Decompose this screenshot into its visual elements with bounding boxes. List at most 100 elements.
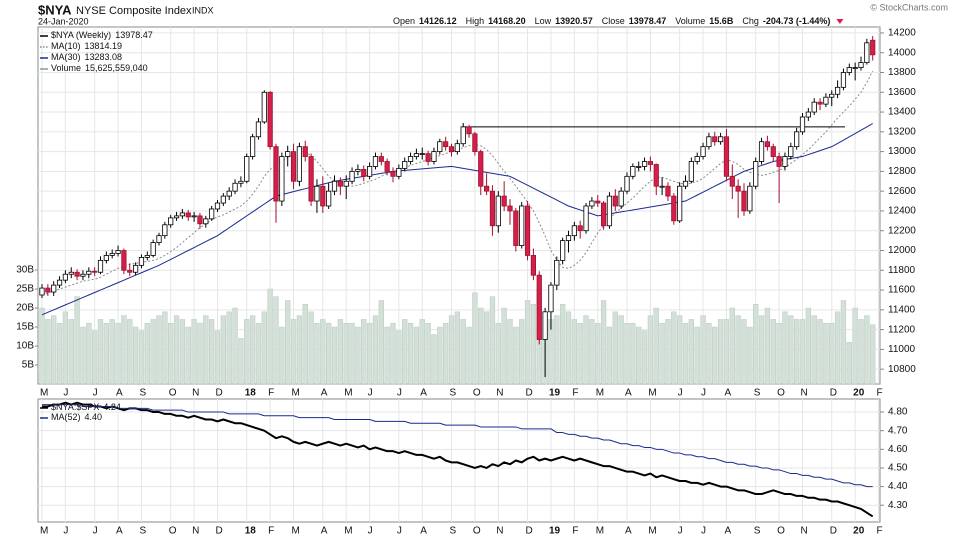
legend-text: $NYA:$SPX [51,402,99,412]
volume-bar [448,315,455,385]
legend-entry: MA(30) 13283.08 [51,52,122,62]
volume-bar [220,315,226,385]
x-tick-label: O [473,526,481,537]
volume-bar [782,311,788,385]
candle-body [653,164,659,187]
volume-bar [232,307,238,385]
volume-bar [185,326,191,385]
quote-value: 13920.57 [555,16,593,26]
candle-body [390,170,396,177]
candle-body [595,200,601,204]
candle-body [156,235,162,243]
volume-bar [460,319,466,385]
x-tick-label: M [40,526,48,537]
plot-frame [37,398,881,523]
volume-bar [466,326,472,385]
x-tick-label: N [801,388,808,399]
candle-body [495,195,501,227]
candle-body [127,269,133,273]
volume-bar [279,326,285,385]
x-tick-label: M [648,526,656,537]
candle-body [776,156,782,167]
candle-body [86,270,92,275]
volume-bar [577,322,583,385]
x-tick-label: A [625,526,632,537]
candle-body [770,146,776,157]
quote: Open 14126.12 High 14168.20 Low 13920.57 Close… [393,16,830,26]
x-tick-label: S [450,526,457,537]
quote-value: 14168.20 [488,16,526,26]
candle-body [56,279,63,286]
candle-body [173,215,180,219]
candle-body [331,180,338,192]
volume-bar [624,322,630,385]
volume-bar [472,292,478,385]
candle-body [326,190,332,207]
x-tick-label: M [596,388,604,399]
volume-bar [700,315,706,385]
candle-body [747,185,753,212]
candle-body [51,284,57,293]
volume-bar [612,311,618,385]
date: 24-Jan-2020 [38,16,89,26]
volume-bar [127,319,133,385]
volume-bar [349,322,355,385]
candle-body [671,195,677,222]
candle-body [782,156,788,167]
x-tick-label: O [169,526,177,537]
volume-bar [595,322,601,385]
candle-body [191,215,197,218]
candle-body [132,264,139,273]
volume-bar [530,303,537,385]
candle-body [150,242,156,256]
volume-bar [168,322,174,385]
candle-body [413,153,420,157]
candle-body [817,101,823,105]
y-tick-label: 4.30 [888,500,908,511]
candle-body [74,271,80,277]
volume-bar [483,311,490,385]
candle-body [279,156,285,202]
quote-value: 15.6B [709,16,734,26]
volume-bar [314,322,320,385]
volume-bar [361,319,367,385]
candle-body [302,146,308,157]
volume-bar [454,311,461,385]
candle-body [794,131,800,148]
candle-body [641,161,648,167]
candle-body [618,190,624,207]
volume-bar [209,319,215,385]
candle-body [68,271,74,275]
legend-text: 13978.47 [115,30,153,40]
candle-body [115,250,121,254]
legend-entry: $NYA (Weekly) 13978.47 [51,30,153,40]
x-tick-label: N [496,388,503,399]
candle-body [109,253,115,256]
volume-bar [337,319,344,385]
x-tick-label: J [678,526,683,537]
volume-bar [478,307,484,385]
candle-body [366,166,373,177]
candle-body [472,133,478,153]
x-tick-label: J [93,526,98,537]
candle-body [185,212,191,218]
candle-body [589,200,595,207]
candle-body [355,169,361,172]
candle-body [659,185,665,188]
candle-body [407,156,414,162]
quote-label: Volume [675,16,705,26]
volume-tick-label: 20B [16,303,34,314]
x-tick-label: J [368,526,373,537]
y-tick-label: 11600 [888,285,916,296]
x-tick-label: D [830,388,837,399]
x-tick-label: M [292,526,300,537]
volume-bar [443,322,449,385]
y-tick-label: 10800 [888,364,916,375]
legend-text: 4.40 [85,412,103,422]
x-tick-label: A [321,526,328,537]
x-tick-label: D [830,526,837,537]
legend-entry: MA(52) 4.40 [51,412,102,422]
volume-bar [302,303,308,385]
volume-bar [618,315,624,385]
x-tick-label: N [192,388,199,399]
